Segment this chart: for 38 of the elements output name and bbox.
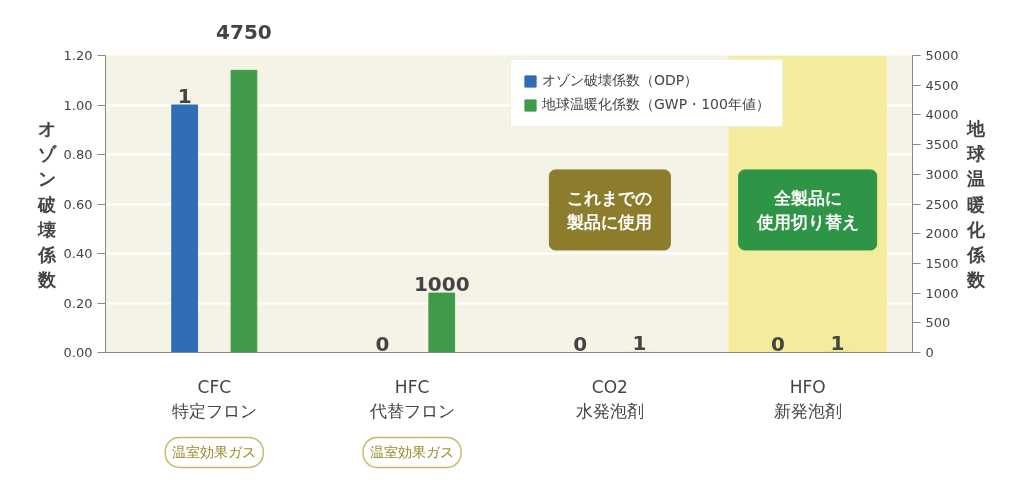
y-tick-label: 0.20 <box>63 295 93 311</box>
annotation: これまでの製品に使用 <box>566 187 653 232</box>
data-label: 1 <box>632 331 647 356</box>
y-tick-label: 0.40 <box>63 246 93 261</box>
legend-label: オゾン破壊係数（ODP） <box>542 72 699 90</box>
y2-tick-label: 4500 <box>925 77 959 93</box>
x-tick-label: CO2 水発泡剤 <box>575 376 644 421</box>
legend-label: 地球温暖化係数（GWP・100年値） <box>542 96 770 114</box>
y2-tick-label: 3000 <box>925 166 959 182</box>
y-tick-label: 1.20 <box>63 48 93 63</box>
y-tick-label: 1.00 <box>63 97 93 113</box>
annotation: 全製品に使用切り替え <box>755 187 859 232</box>
y-tick-label: 0.80 <box>63 147 93 162</box>
y2-axis-title: 地球温暖化係数 <box>965 117 986 291</box>
data-label: 1000 <box>413 272 470 297</box>
y2-tick-label: 500 <box>925 315 951 331</box>
y2-tick-label: 2500 <box>925 196 959 212</box>
y2-tick-label: 1500 <box>925 255 959 271</box>
data-label: 1 <box>177 84 192 108</box>
x-tick-label: CFC 特定フロン <box>171 376 257 421</box>
data-label: 0 <box>573 331 588 356</box>
y2-tick-label: 3500 <box>925 137 959 153</box>
x-tick-label: HFC 代替フロン <box>368 376 455 421</box>
y-tick-label: 0.60 <box>63 196 93 212</box>
y2-tick-label: 4000 <box>925 107 959 123</box>
data-label: 4750 <box>216 19 272 44</box>
y-tick-label: 0.00 <box>63 345 93 360</box>
data-label: 0 <box>771 331 785 356</box>
y2-tick-label: 0 <box>925 345 934 360</box>
text: 温室効果ガス <box>370 444 455 461</box>
y-axis-title: オゾン破壊係数 <box>36 117 58 291</box>
x-tick-label: HFO 新発泡剤 <box>773 376 842 421</box>
data-label: 0 <box>375 331 390 356</box>
text: 温室効果ガス <box>172 444 257 461</box>
y2-tick-label: 5000 <box>925 48 959 63</box>
y2-tick-label: 1000 <box>925 285 959 301</box>
y2-tick-label: 2000 <box>925 226 959 242</box>
data-label: 1 <box>830 331 845 356</box>
